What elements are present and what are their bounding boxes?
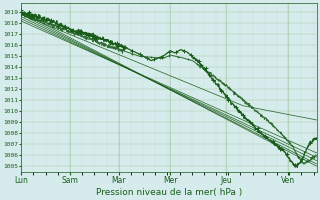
X-axis label: Pression niveau de la mer( hPa ): Pression niveau de la mer( hPa )	[96, 188, 242, 197]
